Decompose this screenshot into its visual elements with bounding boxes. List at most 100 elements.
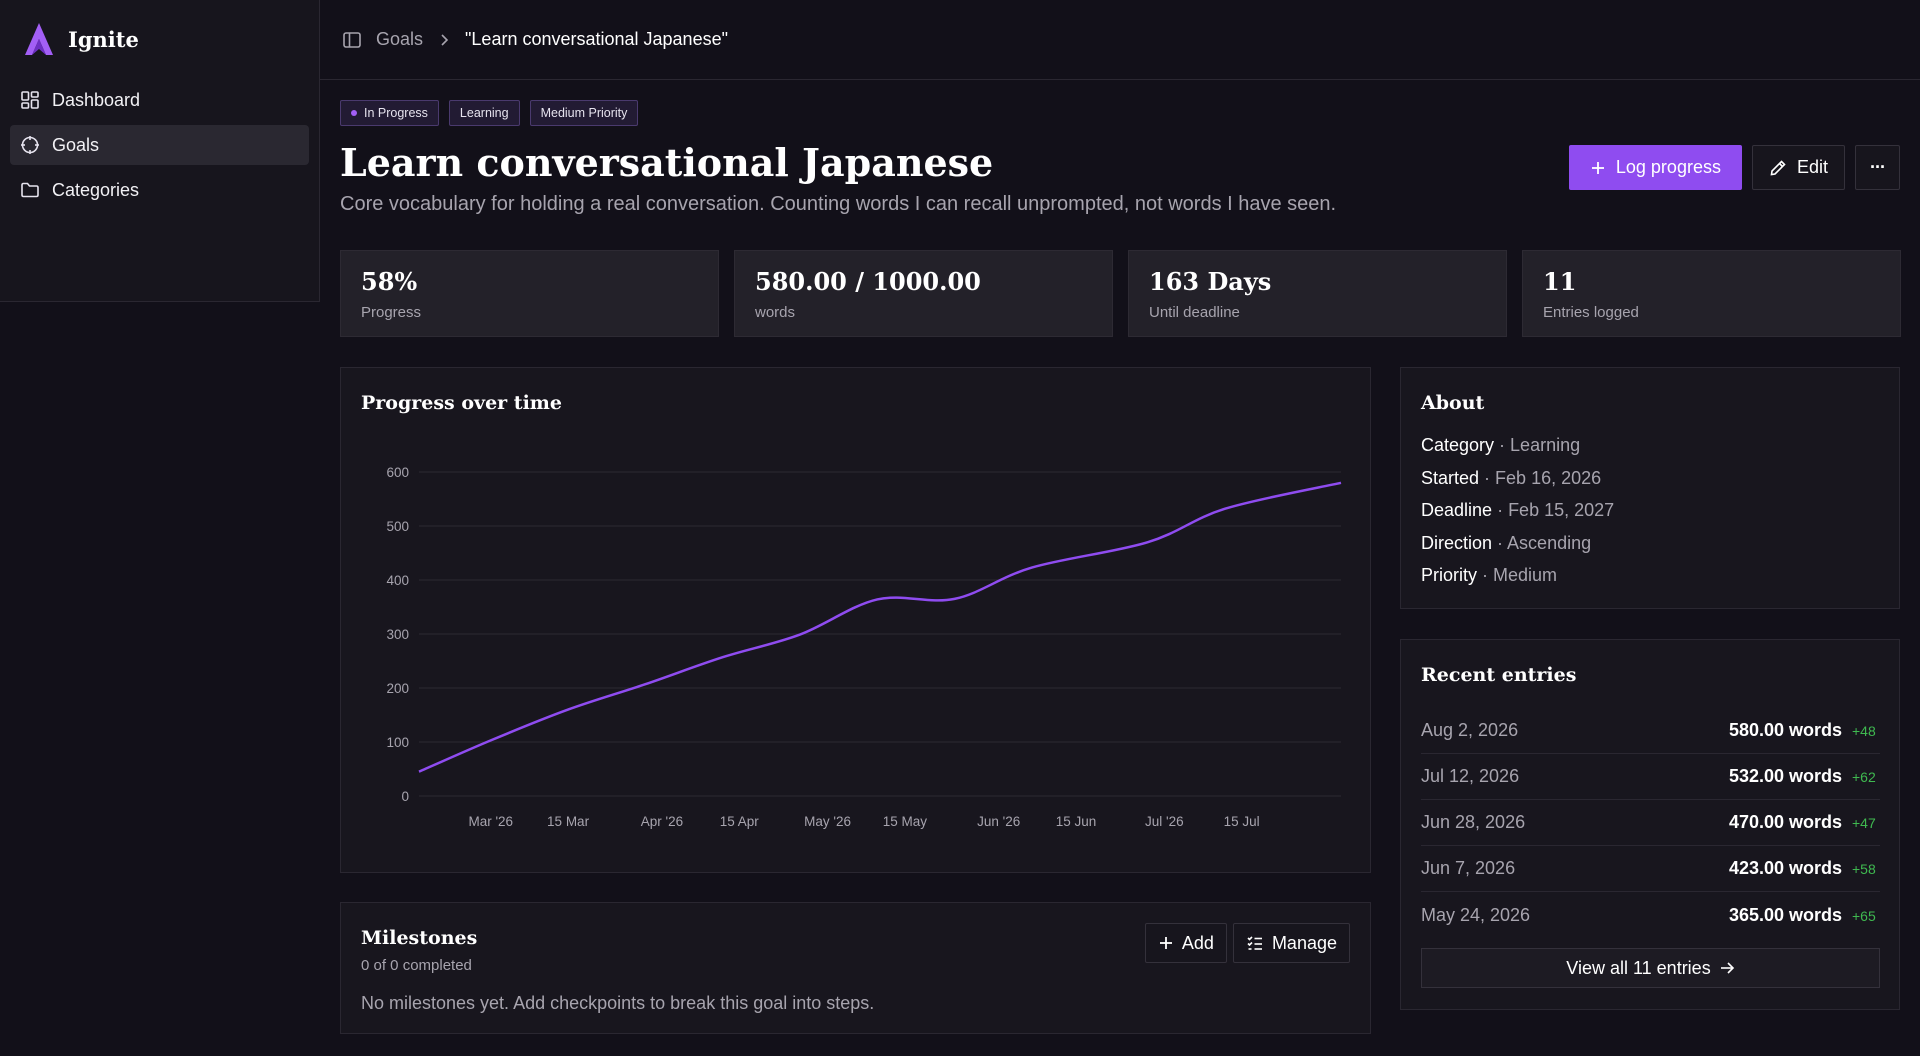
stat-deadline: 163 Days Until deadline — [1128, 250, 1507, 337]
sidebar-item-label: Dashboard — [52, 89, 141, 110]
y-tick-label: 600 — [386, 465, 409, 480]
status-dot-icon — [351, 110, 357, 116]
list-item[interactable]: Jun 28, 2026 470.00 words +47 — [1421, 800, 1880, 846]
stat-label: words — [755, 304, 796, 321]
goal-description: Core vocabulary for holding a real conve… — [340, 193, 1337, 215]
about-list: Category · Learning Started · Feb 16, 20… — [1421, 435, 1614, 598]
entry-value: 580.00 words — [1728, 720, 1842, 740]
view-all-label: View all 11 entries — [1566, 957, 1711, 978]
about-started: Started · Feb 16, 2026 — [1421, 467, 1602, 488]
y-tick-label: 100 — [386, 735, 409, 750]
chevron-right-icon — [441, 33, 449, 46]
list-item[interactable]: Jun 7, 2026 423.00 words +58 — [1421, 846, 1880, 892]
about-value: Medium — [1493, 565, 1558, 585]
about-value: Learning — [1510, 435, 1581, 455]
about-priority: Priority · Medium — [1421, 565, 1558, 585]
about-value: Ascending — [1507, 532, 1592, 553]
y-tick-label: 200 — [386, 681, 409, 696]
list-item[interactable]: Aug 2, 2026 580.00 words +48 — [1421, 708, 1880, 754]
y-tick-label: 400 — [386, 573, 409, 588]
entry-date: May 24, 2026 — [1421, 904, 1531, 925]
folder-icon — [21, 182, 39, 198]
entry-delta: +65 — [1852, 907, 1876, 924]
x-tick-label: 15 Jun — [1056, 814, 1097, 829]
edit-label: Edit — [1796, 157, 1828, 177]
checklist-icon — [1247, 936, 1262, 950]
breadcrumb-goals-link[interactable]: Goals — [376, 29, 424, 49]
about-key: Priority — [1421, 565, 1478, 585]
milestones-actions: Add Manage — [1144, 923, 1350, 963]
stat-label: Progress — [361, 304, 422, 321]
recent-entries-card: Recent entries Aug 2, 2026 580.00 words +… — [1400, 639, 1900, 1010]
breadcrumb-current: "Learn conversational Japanese" — [465, 29, 728, 49]
plus-icon — [1591, 161, 1604, 174]
entry-delta: +62 — [1852, 769, 1876, 785]
add-milestone-button[interactable]: Add — [1144, 923, 1227, 963]
x-tick-label: Apr '26 — [641, 814, 683, 829]
x-tick-label: Jul '26 — [1145, 814, 1184, 829]
edit-button[interactable]: Edit — [1751, 145, 1845, 190]
entry-delta: +48 — [1852, 723, 1876, 739]
about-value: Feb 15, 2027 — [1508, 500, 1615, 520]
status-badge-label: In Progress — [364, 106, 428, 120]
x-tick-label: 15 Apr — [720, 814, 760, 829]
more-options-button[interactable]: ··· — [1855, 145, 1900, 190]
entry-delta: +58 — [1852, 861, 1876, 877]
milestones-count: 0 of 0 completed — [361, 957, 472, 974]
y-tick-label: 0 — [401, 789, 409, 804]
milestones-card: Milestones 0 of 0 completed No milestone… — [340, 902, 1371, 1034]
page-title: Learn conversational Japanese — [340, 140, 994, 185]
log-progress-label: Log progress — [1615, 157, 1721, 177]
about-category: Category · Learning — [1421, 435, 1581, 455]
sidebar-item-label: Categories — [52, 179, 140, 200]
list-item[interactable]: May 24, 2026 365.00 words +65 — [1421, 892, 1880, 938]
about-key: Deadline — [1421, 500, 1493, 520]
sidebar-toggle-icon[interactable] — [342, 30, 362, 50]
about-card: About Category · Learning Started · Feb … — [1400, 367, 1900, 609]
category-badge: Learning — [448, 100, 520, 126]
recent-entries-title: Recent entries — [1421, 664, 1577, 686]
about-key: Category — [1421, 435, 1495, 455]
stat-label: Until deadline — [1149, 304, 1240, 321]
goal-stats: 58% Progress 580.00 / 1000.00 words 163 … — [340, 250, 1901, 337]
entry-date: Jun 28, 2026 — [1421, 812, 1526, 832]
view-all-entries-button[interactable]: View all 11 entries — [1421, 948, 1880, 988]
entry-value: 470.00 words — [1728, 812, 1842, 832]
x-tick-label: 15 May — [883, 814, 928, 829]
entry-value: 423.00 words — [1728, 858, 1842, 878]
log-progress-button[interactable]: Log progress — [1568, 145, 1742, 190]
chart-title: Progress over time — [361, 392, 562, 414]
more-icon: ··· — [1870, 157, 1886, 177]
add-label: Add — [1181, 932, 1214, 953]
status-badge: In Progress — [340, 100, 439, 126]
manage-label: Manage — [1271, 932, 1337, 953]
sidebar-item-label: Goals — [52, 134, 100, 155]
list-item[interactable]: Jul 12, 2026 532.00 words +62 — [1421, 754, 1880, 800]
about-direction: Direction · Ascending — [1421, 532, 1592, 553]
entry-date: Jun 7, 2026 — [1421, 858, 1516, 878]
x-tick-label: 15 Mar — [547, 814, 590, 829]
goal-tags: In Progress Learning Medium Priority — [340, 100, 639, 126]
entry-delta: +47 — [1852, 815, 1876, 831]
stat-value: 580.00 / 1000.00 — [755, 267, 981, 296]
app-name: Ignite — [68, 26, 139, 52]
ignite-logo-icon — [25, 23, 53, 55]
x-tick-label: May '26 — [804, 814, 851, 829]
progress-chart-card: Progress over time 0 100 200 300 400 500 600 Ma… — [340, 367, 1371, 873]
stat-value: 11 — [1543, 267, 1577, 296]
about-deadline: Deadline · Feb 15, 2027 — [1421, 500, 1615, 520]
entry-value: 532.00 words — [1728, 766, 1842, 786]
about-value: Feb 16, 2026 — [1495, 467, 1602, 488]
stat-value: 163 Days — [1149, 267, 1272, 296]
target-icon — [21, 136, 39, 154]
manage-milestones-button[interactable]: Manage — [1232, 923, 1350, 963]
entry-list: Aug 2, 2026 580.00 words +48 Jul 12, 2026… — [1421, 708, 1880, 938]
sidebar-item-categories[interactable]: Categories — [10, 170, 309, 210]
sidebar-item-dashboard[interactable]: Dashboard — [10, 80, 309, 120]
dashboard-icon — [21, 91, 39, 109]
brand[interactable]: Ignite — [24, 22, 139, 56]
entry-date: Aug 2, 2026 — [1421, 720, 1519, 740]
sidebar-item-goals[interactable]: Goals — [10, 125, 309, 165]
goal-actions: Log progress Edit ··· — [1568, 145, 1900, 190]
stat-words: 580.00 / 1000.00 words — [734, 250, 1113, 337]
